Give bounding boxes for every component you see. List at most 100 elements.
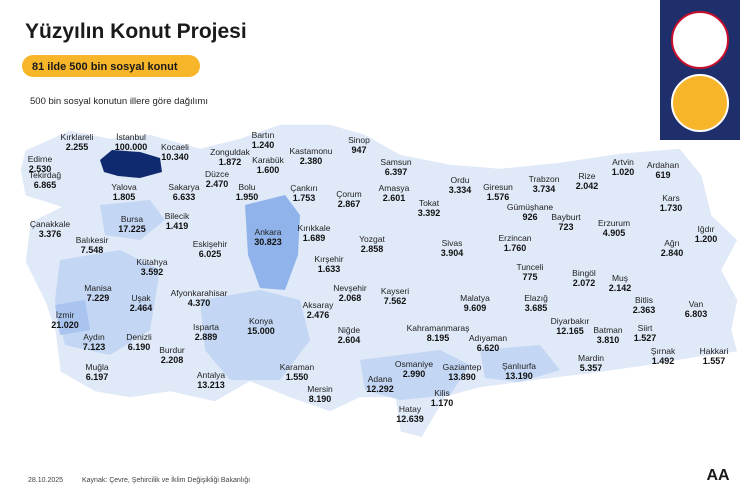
province-value: 1.200 [695,234,718,244]
province-value: 2.604 [338,335,361,345]
province-value: 1.600 [257,165,280,175]
province-name: Gaziantep [443,362,482,372]
province-value: 2.380 [300,156,323,166]
province-name: Diyarbakır [551,316,590,326]
province-name: Batman [593,325,623,335]
province-value: 6.190 [128,342,151,352]
province-name: Adana [368,374,393,384]
province-value: 1.492 [652,356,675,366]
province-value: 3.810 [597,335,620,345]
region-shade [200,290,310,380]
province-name: Nevşehir [333,283,367,293]
province-name: Mersin [307,384,333,394]
subtitle: 500 bin sosyal konutun illere göre dağıl… [30,96,208,107]
province-name: Kırklareli [60,132,93,142]
province-value: 1.689 [303,233,326,243]
province-value: 30.823 [254,237,282,247]
province-value: 2.255 [66,142,89,152]
region-shade [100,200,165,240]
province-name: Antalya [197,370,226,380]
province-name: Van [689,299,704,309]
province-value: 8.195 [427,333,450,343]
province-name: Elazığ [524,293,548,303]
province-name: Samsun [380,157,411,167]
province-name: Denizli [126,332,152,342]
province-name: Kırıkkale [297,223,330,233]
province-value: 4.905 [603,228,626,238]
province-value: 100.000 [115,142,148,152]
province-name: Giresun [483,182,513,192]
province-value: 4.370 [188,298,211,308]
province-name: Karaman [280,362,315,372]
province-value: 13.190 [505,371,533,381]
province-name: Düzce [205,169,229,179]
province-name: Bilecik [165,211,190,221]
province-name: Erzincan [498,233,531,243]
province-name: Manisa [84,283,112,293]
province-name: Bartın [252,130,275,140]
province-name: Ağrı [664,238,680,248]
province-value: 2.363 [633,305,656,315]
date: 28.10.2025 [28,477,63,484]
province-value: 2.072 [573,278,596,288]
province-value: 17.225 [118,224,146,234]
province-value: 2.889 [195,332,218,342]
province-name: Yozgat [359,234,385,244]
province-value: 13.890 [448,372,476,382]
province-value: 7.548 [81,245,104,255]
province-name: Kocaeli [161,142,189,152]
province-name: Aydın [83,332,105,342]
project-logo [671,74,729,132]
province-name: Bingöl [572,268,596,278]
province-value: 619 [655,170,670,180]
province-name: Bayburt [551,212,581,222]
province-name: Şanlıurfa [502,361,536,371]
province-value: 6.633 [173,192,196,202]
province-value: 1.240 [252,140,275,150]
province-name: Kahramanmaraş [407,323,470,333]
province-name: Muğla [85,362,108,372]
province-value: 2.476 [307,310,330,320]
province-value: 6.197 [86,372,109,382]
province-value: 6.025 [199,249,222,259]
province-value: 1.872 [219,157,242,167]
province-value: 2.470 [206,179,229,189]
province-value: 926 [522,212,537,222]
province-name: Kırşehir [314,254,343,264]
ministry-logo [671,11,729,69]
province-value: 6.803 [685,309,708,319]
province-name: Niğde [338,325,360,335]
province-value: 1.557 [703,356,726,366]
province-value: 3.592 [141,267,164,277]
province-name: Bursa [121,214,143,224]
province-name: Kilis [434,388,450,398]
province-name: Sakarya [168,182,199,192]
province-name: Kars [662,193,679,203]
province-value: 1.020 [612,167,635,177]
province-value: 1.576 [487,192,510,202]
province-name: Çorum [336,189,362,199]
province-name: Tunceli [516,262,543,272]
province-name: Edirne [28,154,53,164]
province-name: Artvin [612,157,634,167]
province-value: 1.527 [634,333,657,343]
province-name: Sinop [348,135,370,145]
province-name: Kayseri [381,286,409,296]
province-value: 1.170 [431,398,454,408]
province-name: Karabük [252,155,284,165]
region-shade [55,300,90,335]
province-name: Uşak [131,293,151,303]
province-name: İstanbul [116,132,146,142]
province-name: İzmir [56,310,75,320]
province-name: Malatya [460,293,490,303]
province-value: 10.340 [161,152,189,162]
province-name: Afyonkarahisar [171,288,228,298]
province-name: Ordu [451,175,470,185]
province-value: 3.334 [449,185,472,195]
province-value: 6.397 [385,167,408,177]
province-name: Bolu [238,182,255,192]
province-name: Siirt [638,323,653,333]
province-value: 2.867 [338,199,361,209]
province-value: 5.357 [580,363,603,373]
